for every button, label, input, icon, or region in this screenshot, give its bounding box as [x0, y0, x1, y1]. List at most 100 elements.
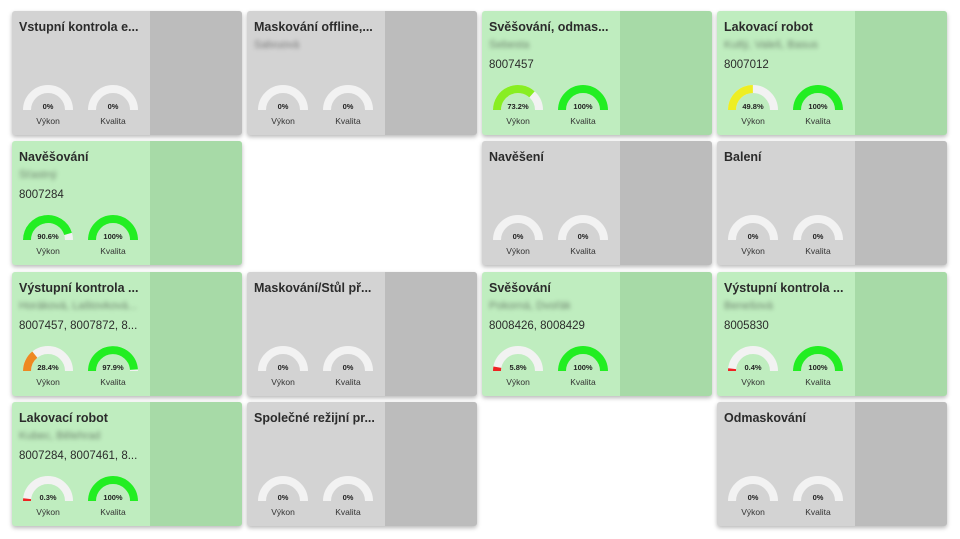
quality-label: Kvalita — [100, 377, 126, 387]
card-main: Odmaskování 0% Výkon 0% Kvalita — [717, 402, 855, 526]
performance-label: Výkon — [271, 507, 295, 517]
performance-gauge: 0% Výkon — [725, 475, 781, 523]
workstation-card[interactable]: Navěšení 0% Výkon 0% Kvalita — [482, 141, 712, 265]
card-operators: Benešová — [724, 300, 773, 312]
performance-label: Výkon — [271, 377, 295, 387]
quality-value: 0% — [342, 493, 354, 502]
quality-gauge-arc — [793, 85, 843, 111]
performance-value: 73.2% — [507, 102, 529, 111]
performance-label: Výkon — [741, 116, 765, 126]
workstation-card[interactable]: Vstupní kontrola e... 0% Výkon 0% Kvalita — [12, 11, 242, 135]
quality-gauge-track — [88, 85, 138, 111]
quality-value: 97.9% — [102, 363, 124, 372]
quality-value: 0% — [342, 102, 354, 111]
workstation-card[interactable]: Maskování offline,... Salvuová 0% Výkon 0% Kv… — [247, 11, 477, 135]
quality-value: 100% — [573, 363, 593, 372]
performance-value: 0.4% — [744, 363, 762, 372]
workstation-card[interactable]: Svěšování, odmas... Šebesta 8007457 73.2% Vý… — [482, 11, 712, 135]
quality-gauge-arc — [88, 85, 138, 111]
performance-value: 5.8% — [509, 363, 527, 372]
workstation-card[interactable]: Výstupní kontrola ... Benešová 8005830 0.4%… — [717, 272, 947, 396]
workstation-card[interactable]: Maskování/Stůl př... 0% Výkon 0% Kvalita — [247, 272, 477, 396]
performance-value: 0% — [747, 232, 759, 241]
card-title: Lakovací robot — [724, 20, 813, 34]
card-title: Odmaskování — [724, 411, 806, 425]
workstation-card[interactable]: Svěšování Pokorná, Dvořák 8008426, 8008429… — [482, 272, 712, 396]
quality-gauge: 100% Kvalita — [790, 345, 846, 393]
performance-value: 0% — [277, 363, 289, 372]
card-title: Svěšování, odmas... — [489, 20, 609, 34]
performance-gauge-track — [493, 346, 543, 372]
workstation-card[interactable]: Výstupní kontrola ... Horáková, Laštovkov… — [12, 272, 242, 396]
workstation-card[interactable]: Lakovací robot Kubec, Bělehrad 8007284, 80… — [12, 402, 242, 526]
performance-label: Výkon — [741, 377, 765, 387]
workstation-card[interactable]: Balení 0% Výkon 0% Kvalita — [717, 141, 947, 265]
card-main: Společné režijní pr... 0% Výkon 0% Kvalita — [247, 402, 385, 526]
performance-gauge: 28.4% Výkon — [20, 345, 76, 393]
card-orders: 8007284, 8007461, 8... — [19, 450, 138, 462]
quality-value: 100% — [573, 102, 593, 111]
quality-label: Kvalita — [570, 377, 596, 387]
card-side-panel — [620, 141, 712, 265]
quality-value: 100% — [103, 232, 123, 241]
performance-gauge-arc — [728, 215, 778, 241]
card-side-panel — [385, 402, 477, 526]
performance-gauge: 49.8% Výkon — [725, 84, 781, 132]
performance-gauge: 0% Výkon — [725, 214, 781, 262]
card-main: Lakovací robot Kubec, Bělehrad 8007284, 80… — [12, 402, 150, 526]
quality-value: 0% — [577, 232, 589, 241]
quality-gauge-arc — [793, 476, 843, 502]
performance-gauge: 90.6% Výkon — [20, 214, 76, 262]
card-title: Maskování/Stůl př... — [254, 281, 372, 295]
card-orders: 8008426, 8008429 — [489, 320, 585, 332]
performance-value: 0% — [277, 493, 289, 502]
card-main: Balení 0% Výkon 0% Kvalita — [717, 141, 855, 265]
quality-value: 0% — [107, 102, 119, 111]
quality-value: 100% — [808, 102, 828, 111]
card-side-panel — [855, 272, 947, 396]
card-side-panel — [620, 272, 712, 396]
performance-gauge-fill — [728, 85, 754, 111]
quality-gauge-track — [793, 476, 843, 502]
quality-gauge: 0% Kvalita — [790, 214, 846, 262]
card-side-panel — [855, 402, 947, 526]
workstation-card[interactable]: Společné režijní pr... 0% Výkon 0% Kvalita — [247, 402, 477, 526]
card-main: Svěšování, odmas... Šebesta 8007457 73.2% Vý… — [482, 11, 620, 135]
quality-label: Kvalita — [805, 507, 831, 517]
performance-gauge-arc — [258, 346, 308, 372]
card-side-panel — [150, 11, 242, 135]
quality-gauge: 97.9% Kvalita — [85, 345, 141, 393]
quality-label: Kvalita — [335, 507, 361, 517]
performance-value: 0% — [512, 232, 524, 241]
performance-value: 0% — [42, 102, 54, 111]
workstation-card[interactable]: Navěšování Šťastný 8007284 90.6% Výkon 100% Kv… — [12, 141, 242, 265]
quality-gauge-arc — [323, 476, 373, 502]
card-operators: Horáková, Laštovková... — [19, 300, 138, 312]
card-orders: 8005830 — [724, 320, 769, 332]
quality-gauge-arc — [88, 215, 138, 241]
quality-gauge-track — [323, 346, 373, 372]
card-side-panel — [620, 11, 712, 135]
performance-gauge-arc — [493, 215, 543, 241]
workstation-card[interactable]: Lakovací robot Kutlý, Valeš, Basus 8007012… — [717, 11, 947, 135]
performance-gauge-track — [23, 85, 73, 111]
quality-gauge: 0% Kvalita — [320, 475, 376, 523]
performance-gauge-arc — [23, 346, 73, 372]
quality-gauge-arc — [793, 215, 843, 241]
performance-gauge-track — [728, 346, 778, 372]
card-main: Vstupní kontrola e... 0% Výkon 0% Kvalita — [12, 11, 150, 135]
performance-gauge-arc — [493, 346, 543, 372]
performance-label: Výkon — [506, 246, 530, 256]
workstation-card[interactable]: Odmaskování 0% Výkon 0% Kvalita — [717, 402, 947, 526]
card-side-panel — [150, 272, 242, 396]
performance-value: 49.8% — [742, 102, 764, 111]
card-title: Navěšení — [489, 150, 544, 164]
performance-gauge-arc — [23, 476, 73, 502]
quality-gauge-arc — [88, 346, 138, 372]
quality-gauge: 100% Kvalita — [85, 475, 141, 523]
quality-gauge-fill — [558, 346, 608, 372]
performance-label: Výkon — [36, 507, 60, 517]
card-orders: 8007284 — [19, 189, 64, 201]
quality-gauge-track — [793, 215, 843, 241]
